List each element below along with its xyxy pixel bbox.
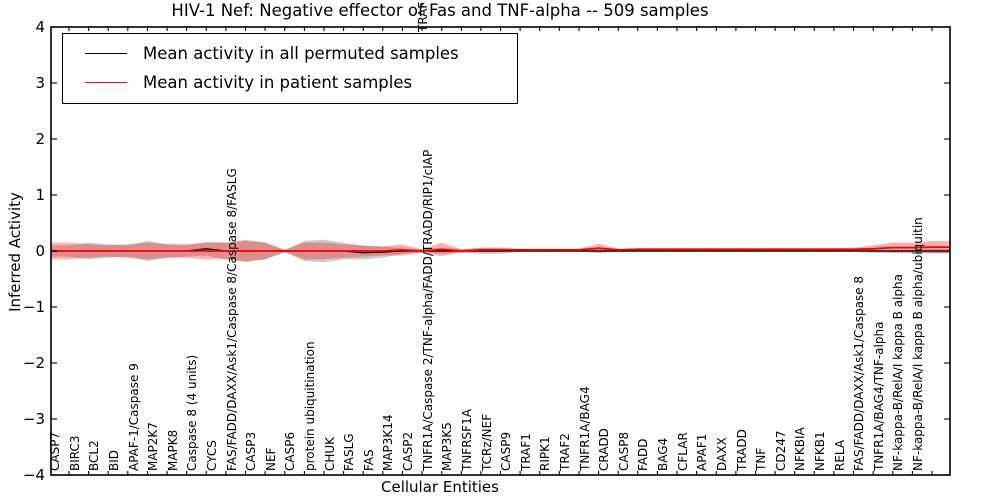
x-tick-label: MAP3K14 bbox=[381, 414, 396, 471]
x-tick-label: APAF1 bbox=[695, 433, 710, 471]
x-tick-label: TRAF2 bbox=[558, 433, 572, 471]
x-tick-label: MAPK8 bbox=[165, 429, 180, 471]
clipped-label-fragment: TRAF bbox=[416, 1, 430, 32]
x-tick-label: BID bbox=[106, 449, 121, 471]
y-tick-label: −4 bbox=[22, 466, 45, 484]
x-tick-label: CASP2 bbox=[401, 431, 415, 471]
x-tick-label: CHUK bbox=[322, 436, 337, 471]
x-tick-label: BCL2 bbox=[87, 440, 102, 471]
x-tick-label: CASP7 bbox=[48, 431, 62, 471]
x-tick-label: TRADD bbox=[734, 429, 749, 471]
legend: Mean activity in all permuted samples Me… bbox=[62, 33, 518, 104]
x-tick-label: TCRz/NEF bbox=[479, 413, 494, 471]
x-tick-label: CFLAR bbox=[675, 432, 690, 471]
x-tick-label: NFKBIA bbox=[793, 427, 808, 471]
x-tick-label: RELA bbox=[832, 439, 847, 471]
y-tick-label: 2 bbox=[35, 130, 45, 148]
y-tick-label: 4 bbox=[35, 18, 45, 36]
x-tick-label: MAP2K7 bbox=[146, 422, 161, 471]
x-tick-label: NEF bbox=[263, 447, 278, 471]
y-tick-label: −3 bbox=[22, 410, 45, 428]
x-tick-label: RIPK1 bbox=[538, 436, 553, 471]
x-tick-label: FAS bbox=[361, 449, 376, 471]
x-tick-label: CASP6 bbox=[283, 431, 298, 471]
x-tick-label: TNFR1A/BAG4 bbox=[577, 386, 592, 471]
x-tick-label: CD247 bbox=[773, 430, 788, 471]
x-tick-label: TNF bbox=[754, 447, 769, 471]
x-tick-label: CRADD bbox=[597, 428, 612, 471]
x-tick-label: BIRC3 bbox=[67, 435, 82, 471]
x-tick-label: TNFRSF1A bbox=[459, 409, 474, 471]
legend-item: Mean activity in all permuted samples bbox=[63, 39, 517, 68]
x-tick-label: protein ubiquitination bbox=[303, 341, 317, 471]
x-tick-label: NF-kappa-B/RelA/I kappa B alpha/ubiquiti… bbox=[911, 217, 925, 471]
x-tick-label: DAXX bbox=[714, 437, 729, 471]
x-tick-label: TRAF1 bbox=[518, 433, 533, 471]
y-tick-label: 1 bbox=[35, 186, 45, 204]
patient-line-icon bbox=[85, 82, 127, 83]
x-tick-label: CASP9 bbox=[499, 431, 514, 471]
x-tick-label: BAG4 bbox=[656, 437, 670, 471]
x-tick-label: MAP3K5 bbox=[440, 422, 455, 471]
y-tick-label: −1 bbox=[22, 298, 45, 316]
x-tick-label: CASP3 bbox=[244, 431, 259, 471]
y-tick-label: 3 bbox=[35, 74, 45, 92]
x-tick-label: FASLG bbox=[342, 433, 357, 471]
x-tick-label: FAS/FADD/DAXX/Ask1/Caspase 8 bbox=[852, 275, 867, 471]
legend-label: Mean activity in all permuted samples bbox=[143, 44, 459, 63]
permuted-line-icon bbox=[85, 53, 127, 54]
legend-item: Mean activity in patient samples bbox=[63, 68, 517, 97]
x-tick-label: CYCS bbox=[204, 440, 219, 471]
x-tick-label: FADD bbox=[636, 438, 651, 472]
chart-title: HIV-1 Nef: Negative effector of Fas and … bbox=[171, 1, 709, 20]
x-axis-label: Cellular Entities bbox=[381, 478, 499, 496]
x-tick-label: APAF-1/Caspase 9 bbox=[126, 363, 141, 471]
x-tick-label: FAS/FADD/DAXX/Ask1/Caspase 8/Caspase 8/F… bbox=[224, 168, 239, 471]
x-tick-label: CASP8 bbox=[616, 431, 631, 471]
x-tick-label: NF-kappa-B/RelA/I kappa B alpha bbox=[891, 274, 906, 471]
legend-label: Mean activity in patient samples bbox=[143, 73, 413, 92]
x-tick-label: TNFR1A/BAG4/TNF-alpha bbox=[871, 321, 886, 471]
x-tick-label: NFKB1 bbox=[812, 431, 827, 471]
x-tick-label: Caspase 8 (4 units) bbox=[185, 354, 200, 471]
y-tick-label: −2 bbox=[22, 354, 45, 372]
x-tick-label: TNFR1A/Caspase 2/TNF-alpha/FADD/TRADD/RI… bbox=[420, 149, 435, 471]
y-tick-label: 0 bbox=[35, 242, 45, 260]
